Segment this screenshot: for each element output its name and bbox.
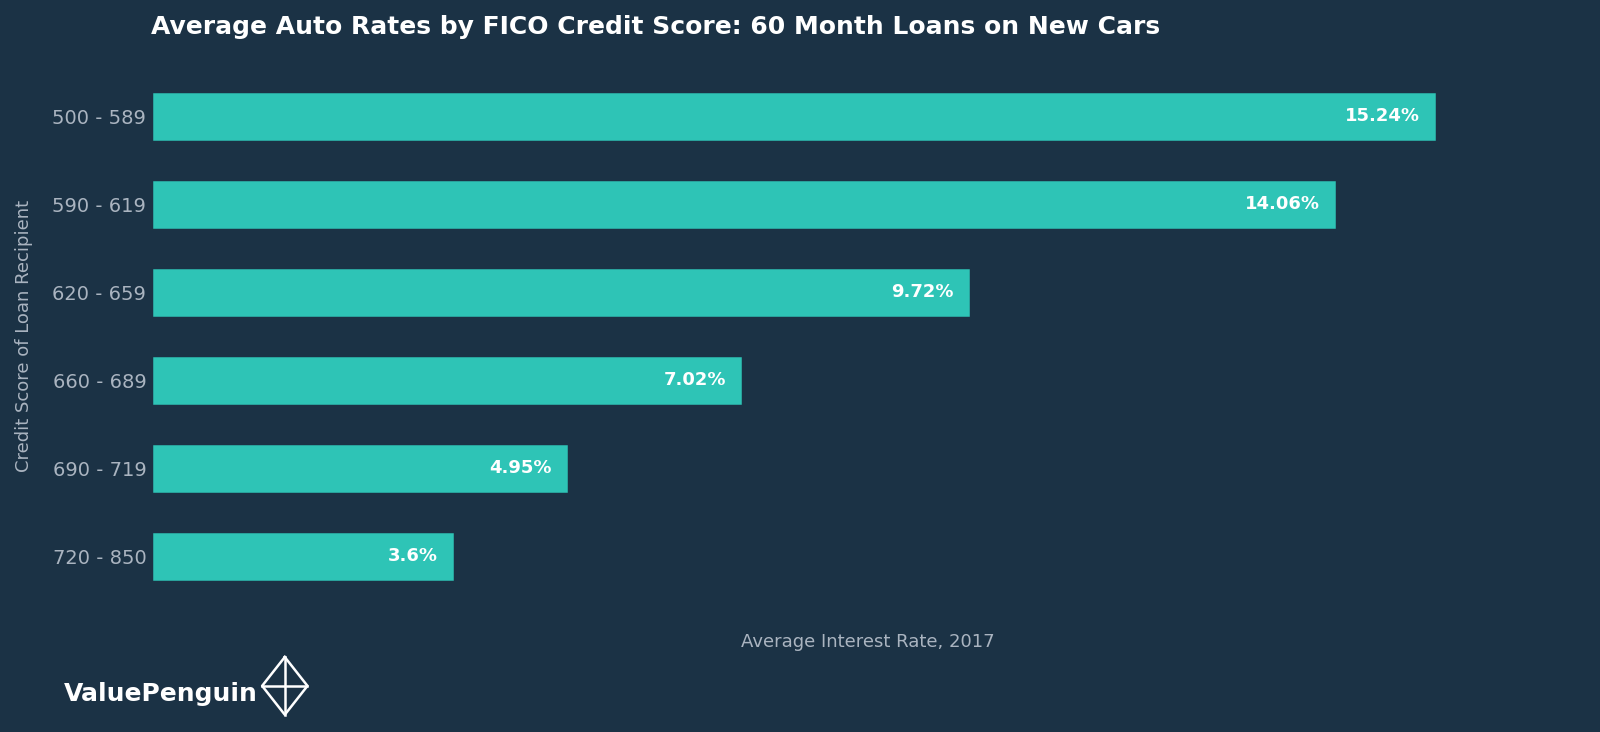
Bar (150, 355, 744, 406)
Text: 14.06%: 14.06% (1245, 195, 1320, 213)
Text: 7.02%: 7.02% (664, 371, 726, 389)
Text: 4.95%: 4.95% (490, 460, 552, 477)
Bar (150, 91, 1437, 142)
Bar (150, 266, 971, 318)
Text: 3.6%: 3.6% (387, 548, 438, 565)
Text: ValuePenguin: ValuePenguin (64, 682, 258, 706)
Bar (150, 531, 454, 582)
X-axis label: Average Interest Rate, 2017: Average Interest Rate, 2017 (741, 633, 995, 651)
Text: 9.72%: 9.72% (891, 283, 954, 302)
Bar (150, 179, 1338, 230)
Text: 15.24%: 15.24% (1344, 107, 1419, 125)
Bar (150, 443, 568, 494)
Text: Average Auto Rates by FICO Credit Score: 60 Month Loans on New Cars: Average Auto Rates by FICO Credit Score:… (150, 15, 1160, 39)
Y-axis label: Credit Score of Loan Recipient: Credit Score of Loan Recipient (14, 201, 34, 472)
